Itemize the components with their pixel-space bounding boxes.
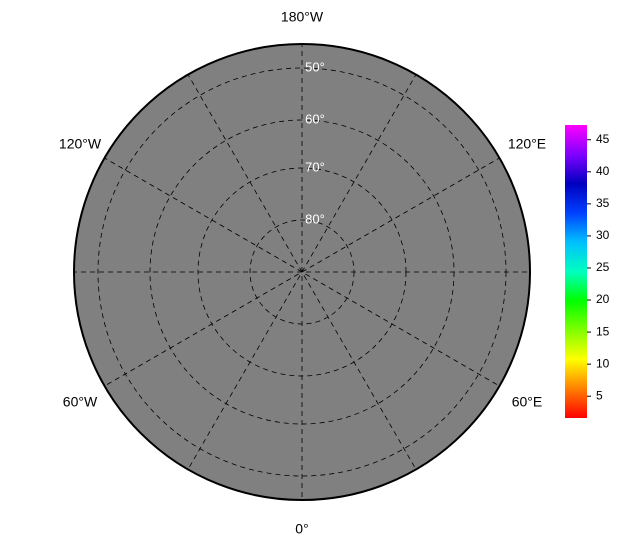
longitude-label: 60°W	[63, 394, 98, 410]
colorbar-tick-label: 45	[596, 132, 610, 146]
meridian	[102, 156, 502, 388]
longitude-label: 180°W	[281, 9, 324, 25]
colorbar-tick-label: 15	[596, 324, 610, 338]
latitude-label: 80°	[305, 211, 325, 226]
longitude-label: 120°W	[59, 136, 102, 152]
longitude-label: 0°	[295, 521, 308, 537]
labels: 180°W 120°W 120°E 60°W 60°E 0° 50° 60° 70° 80° 5 10…	[59, 9, 610, 537]
map-border	[73, 43, 531, 501]
colorbar-tick-label: 10	[596, 356, 610, 370]
latitude-label: 70°	[305, 159, 325, 174]
colorbar-tick-label: 30	[596, 228, 610, 242]
colorbar-tick-label: 35	[596, 196, 610, 210]
latitude-label: 50°	[305, 59, 325, 74]
colorbar	[565, 125, 587, 418]
colorbar-tick-label: 25	[596, 260, 610, 274]
latitude-label: 60°	[305, 111, 325, 126]
longitude-label: 60°E	[512, 394, 543, 410]
colorbar-tick-label: 20	[596, 292, 610, 306]
longitude-label: 120°E	[508, 136, 546, 152]
colorbar-tick-label: 5	[596, 388, 603, 402]
graticule	[74, 44, 530, 500]
colorbar-tick-label: 40	[596, 164, 610, 178]
